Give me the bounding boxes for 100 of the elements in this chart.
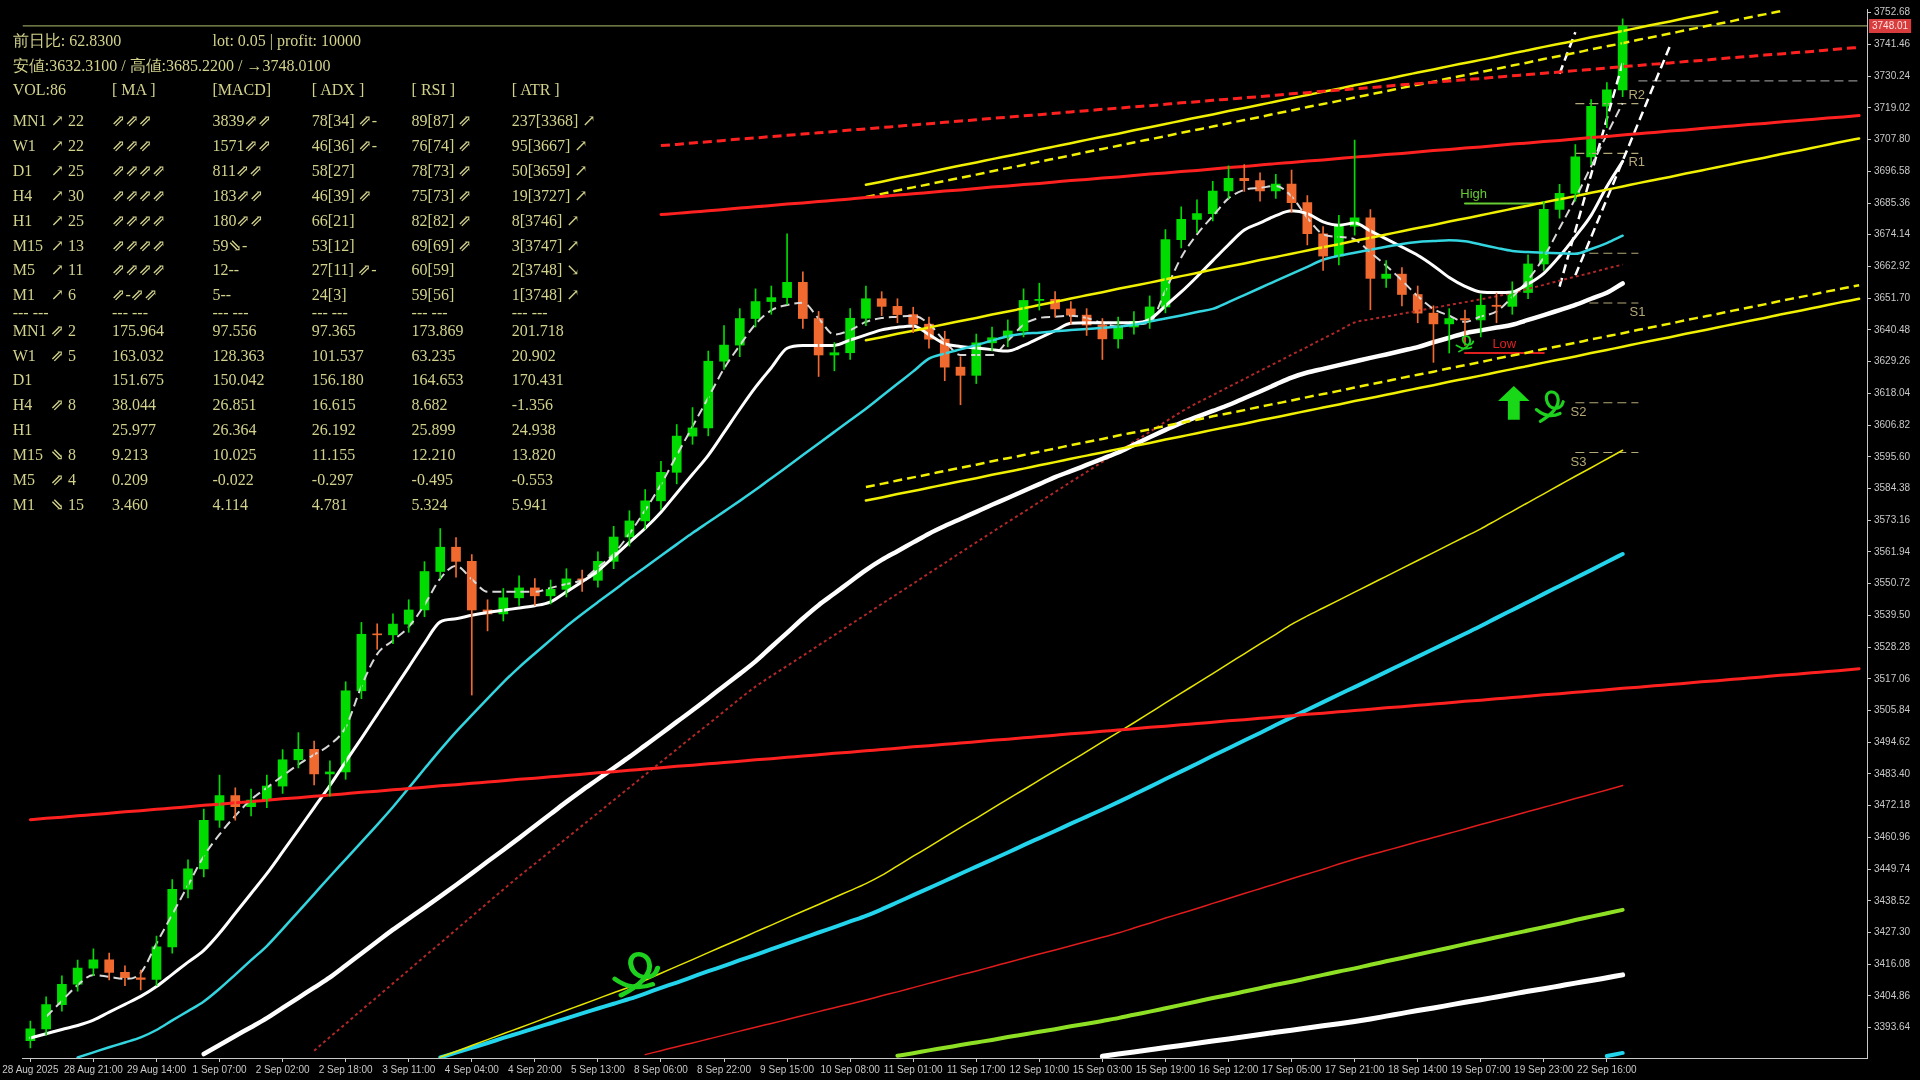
annotation: H4 ↗ 30 — [12, 186, 85, 205]
x-tick-label: 17 Sep 21:00 — [1324, 1063, 1385, 1075]
y-tick-label: 3494.62 — [1874, 735, 1911, 747]
x-tick-label: 4 Sep 04:00 — [444, 1063, 500, 1075]
y-tick-label: 3595.60 — [1874, 450, 1911, 462]
annotation: -0.022 — [212, 471, 254, 489]
y-tick-label: 3561.94 — [1874, 545, 1911, 557]
annotation: MN1 ⇗ 2 — [12, 321, 77, 340]
y-tick-label: 3505.84 — [1874, 704, 1911, 716]
annotation: 8.682 — [411, 396, 448, 415]
x-tick-label: 2 Sep 18:00 — [318, 1063, 374, 1075]
annotation: 4.114 — [212, 495, 248, 514]
annotation: R2 — [1628, 86, 1646, 102]
annotation: M1 ↗ 6 — [12, 286, 77, 305]
annotation: ⇗⇗⇗⇗ — [112, 161, 166, 180]
x-tick-label: 8 Sep 22:00 — [697, 1063, 752, 1075]
candlestick — [876, 291, 887, 317]
annotation: 69[69] ⇗ — [411, 236, 472, 255]
y-tick-label: 3741.46 — [1874, 38, 1911, 50]
x-tick-label: 4 Sep 20:00 — [507, 1063, 563, 1075]
x-tick-label: 28 Aug 2025 — [2, 1063, 59, 1075]
annotation: 60[59] — [411, 261, 455, 280]
y-tick-label: 3460.96 — [1874, 831, 1911, 843]
x-tick-label: 10 Sep 08:00 — [820, 1063, 881, 1075]
annotation: VOL:86 — [12, 81, 67, 100]
annotation: -0.495 — [411, 471, 453, 489]
annotation: 183⇗⇗ — [212, 186, 264, 205]
annotation: 78[73] ⇗ — [411, 161, 472, 180]
annotation: 5-- — [212, 286, 232, 305]
annotation: M15 ⇘ 8 — [12, 446, 77, 465]
annotation: 58[27] — [311, 161, 355, 180]
line-series — [895, 907, 1625, 1058]
x-tick-label: 5 Sep 13:00 — [570, 1063, 626, 1075]
annotation: 5.324 — [411, 495, 448, 514]
ref-line-label: 3748.01 — [1872, 19, 1909, 31]
y-tick-label: 3573.16 — [1874, 513, 1911, 525]
annotation: 46[36] ⇗- — [311, 136, 378, 155]
x-tick-label: 8 Sep 06:00 — [634, 1063, 689, 1075]
annotation: 97.365 — [311, 321, 356, 340]
annotation: 101.537 — [311, 346, 364, 365]
annotation: 26.364 — [212, 421, 257, 440]
annotation: -0.297 — [311, 471, 354, 489]
annotation: 150.042 — [212, 371, 265, 390]
x-tick-label: 18 Sep 14:00 — [1387, 1063, 1448, 1075]
annotation: [ RSI ] — [411, 81, 456, 100]
candlestick — [1192, 199, 1202, 233]
annotation: 26.192 — [311, 421, 356, 440]
x-tick-label: 16 Sep 12:00 — [1198, 1063, 1259, 1075]
annotation: 12.210 — [411, 446, 456, 465]
annotation: ⇗⇗⇗ — [112, 112, 153, 130]
annotation: 19[3727] ↗ — [511, 186, 588, 205]
x-tick-label: 15 Sep 19:00 — [1135, 1063, 1196, 1075]
annotation: 151.675 — [112, 371, 164, 390]
annotation: -0.553 — [511, 471, 554, 489]
x-tick-label: 29 Aug 14:00 — [127, 1063, 187, 1075]
annotation: 3[3747] ↗ — [511, 236, 580, 255]
annotation: 25.977 — [112, 421, 156, 440]
line-series — [28, 667, 1861, 822]
annotation: [ ATR ] — [511, 81, 560, 100]
annotation: 128.363 — [212, 346, 265, 365]
x-tick-label: 3 Sep 11:00 — [382, 1063, 436, 1075]
annotation: 63.235 — [411, 346, 456, 365]
annotation: --- --- — [411, 304, 448, 322]
y-tick-label: 3629.26 — [1874, 355, 1911, 367]
annotation: 1[3748] ↗ — [511, 286, 580, 305]
annotation: MN1 ↗ 22 — [12, 112, 85, 130]
y-tick-label: 3674.14 — [1874, 228, 1911, 240]
x-tick-label: 2 Sep 02:00 — [255, 1063, 311, 1075]
y-tick-label: 3517.06 — [1874, 672, 1911, 684]
y-tick-label: 3449.74 — [1874, 862, 1911, 874]
annotation: 2[3748] ↘ — [511, 261, 580, 280]
annotation: W1 ↗ 22 — [12, 136, 85, 155]
y-tick-label: 3640.48 — [1874, 323, 1911, 335]
y-tick-label: 3719.02 — [1874, 101, 1911, 113]
y-tick-label: 3606.82 — [1874, 418, 1911, 430]
y-tick-label: 3584.38 — [1874, 482, 1911, 494]
annotation: W1 ⇗ 5 — [12, 346, 77, 365]
annotation: 95[3667] ↗ — [511, 136, 588, 155]
y-tick-label: 3528.28 — [1874, 640, 1911, 652]
annotation: --- --- — [311, 304, 348, 322]
annotation: -1.356 — [511, 396, 554, 415]
annotation: 89[87] ⇗ — [411, 112, 472, 130]
annotation: 59⇘- — [212, 236, 248, 255]
annotation: 12-- — [212, 261, 240, 280]
y-tick-label: 3662.92 — [1874, 260, 1911, 272]
annotation: 9.213 — [112, 446, 148, 465]
y-tick-label: 3404.86 — [1874, 989, 1911, 1001]
annotation: 237[3368] ↗ — [511, 112, 596, 130]
annotation: 1571⇗⇗ — [212, 136, 272, 155]
annotation: --- --- — [12, 304, 49, 322]
annotation: 3839⇗⇗ — [212, 112, 272, 130]
x-tick-label: 19 Sep 07:00 — [1451, 1063, 1511, 1075]
annotation: ⇗-⇗⇗ — [112, 286, 158, 305]
annotation: 24[3] — [311, 286, 347, 305]
annotation: 78[34] ⇗- — [311, 112, 378, 130]
annotation: S3 — [1570, 453, 1587, 469]
x-tick-label: 19 Sep 23:00 — [1514, 1063, 1574, 1075]
annotation: 50[3659] ↗ — [511, 161, 588, 180]
annotation: [ ADX ] — [311, 81, 365, 100]
annotation: 13.820 — [511, 446, 556, 465]
